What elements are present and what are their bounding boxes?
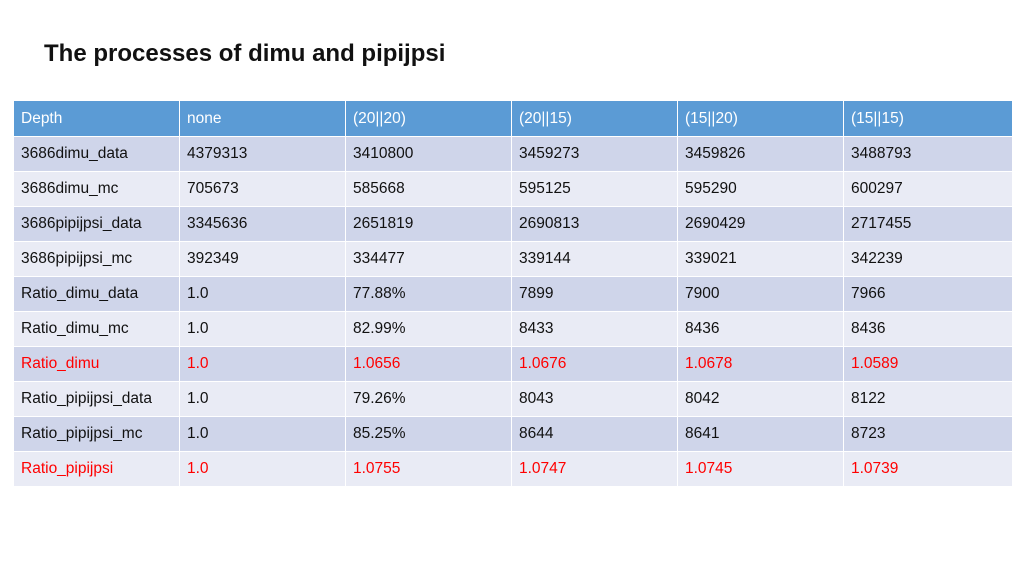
table-cell: 339021 <box>677 241 844 277</box>
table-cell: 8436 <box>677 311 844 347</box>
table-cell: 2651819 <box>345 206 512 242</box>
table-cell: 2690813 <box>511 206 678 242</box>
slide-title: The processes of dimu and pipijpsi <box>44 40 446 67</box>
table-row: 3686pipijpsi_mc 392349 334477 339144 339021 3… <box>13 241 1013 277</box>
table-cell: 79.26% <box>345 381 512 417</box>
table-cell: 1.0747 <box>511 451 678 487</box>
table-cell: 600297 <box>843 171 1013 207</box>
row-label-cell: 3686dimu_data <box>13 136 180 172</box>
table-cell: 1.0589 <box>843 346 1013 382</box>
table-cell: 1.0 <box>179 276 346 312</box>
table-cell: 3459273 <box>511 136 678 172</box>
row-label-cell: Ratio_dimu <box>13 346 180 382</box>
table-cell: 1.0755 <box>345 451 512 487</box>
table-cell: 1.0 <box>179 451 346 487</box>
row-label-cell: 3686pipijpsi_mc <box>13 241 180 277</box>
table-row: Ratio_pipijpsi_data 1.0 79.26% 8043 8042 8122 <box>13 381 1013 417</box>
table-cell: 342239 <box>843 241 1013 277</box>
table-cell: 1.0745 <box>677 451 844 487</box>
table-cell: 2717455 <box>843 206 1013 242</box>
table-cell: 392349 <box>179 241 346 277</box>
table-cell: 82.99% <box>345 311 512 347</box>
table-row: 3686pipijpsi_data 3345636 2651819 2690813 26… <box>13 206 1013 242</box>
table-cell: 595125 <box>511 171 678 207</box>
table-cell: 8641 <box>677 416 844 452</box>
table-cell: 1.0 <box>179 311 346 347</box>
table-cell: 8433 <box>511 311 678 347</box>
table-cell: 8122 <box>843 381 1013 417</box>
table-cell: 8723 <box>843 416 1013 452</box>
table-cell: 334477 <box>345 241 512 277</box>
table-row: Ratio_dimu 1.0 1.0656 1.0676 1.0678 1.0589 <box>13 346 1013 382</box>
table-cell: 1.0 <box>179 346 346 382</box>
table-cell: 4379313 <box>179 136 346 172</box>
row-label-cell: Ratio_dimu_data <box>13 276 180 312</box>
table-cell: 8436 <box>843 311 1013 347</box>
table-cell: 85.25% <box>345 416 512 452</box>
column-header-none: none <box>179 100 346 137</box>
table-cell: 3488793 <box>843 136 1013 172</box>
row-label-cell: 3686dimu_mc <box>13 171 180 207</box>
table-row: Ratio_dimu_mc 1.0 82.99% 8433 8436 8436 <box>13 311 1013 347</box>
table-cell: 8042 <box>677 381 844 417</box>
table-cell: 1.0678 <box>677 346 844 382</box>
table-cell: 7899 <box>511 276 678 312</box>
table-row: Ratio_pipijpsi_mc 1.0 85.25% 8644 8641 8723 <box>13 416 1013 452</box>
table-cell: 1.0739 <box>843 451 1013 487</box>
table-cell: 3459826 <box>677 136 844 172</box>
table-cell: 8043 <box>511 381 678 417</box>
table-cell: 1.0676 <box>511 346 678 382</box>
row-label-cell: 3686pipijpsi_data <box>13 206 180 242</box>
table-cell: 8644 <box>511 416 678 452</box>
row-label-cell: Ratio_pipijpsi <box>13 451 180 487</box>
row-label-cell: Ratio_dimu_mc <box>13 311 180 347</box>
column-header-depth: Depth <box>13 100 180 137</box>
table-cell: 1.0 <box>179 381 346 417</box>
column-header-20-20: (20||20) <box>345 100 512 137</box>
results-table: Depth none (20||20) (20||15) (15||20) (1… <box>13 100 1013 487</box>
table-body: 3686dimu_data 4379313 3410800 3459273 345982… <box>13 136 1013 487</box>
table-cell: 585668 <box>345 171 512 207</box>
table-cell: 3345636 <box>179 206 346 242</box>
row-label-cell: Ratio_pipijpsi_mc <box>13 416 180 452</box>
table-row: 3686dimu_data 4379313 3410800 3459273 345982… <box>13 136 1013 172</box>
table-cell: 339144 <box>511 241 678 277</box>
column-header-15-20: (15||20) <box>677 100 844 137</box>
table-cell: 77.88% <box>345 276 512 312</box>
table-cell: 595290 <box>677 171 844 207</box>
table-cell: 7966 <box>843 276 1013 312</box>
table-header-row: Depth none (20||20) (20||15) (15||20) (1… <box>13 100 1013 137</box>
column-header-15-15: (15||15) <box>843 100 1013 137</box>
table-row: 3686dimu_mc 705673 585668 595125 595290 60029… <box>13 171 1013 207</box>
table-cell: 7900 <box>677 276 844 312</box>
row-label-cell: Ratio_pipijpsi_data <box>13 381 180 417</box>
table-cell: 1.0656 <box>345 346 512 382</box>
table-cell: 1.0 <box>179 416 346 452</box>
table-row: Ratio_dimu_data 1.0 77.88% 7899 7900 7966 <box>13 276 1013 312</box>
column-header-20-15: (20||15) <box>511 100 678 137</box>
table-cell: 705673 <box>179 171 346 207</box>
table-cell: 3410800 <box>345 136 512 172</box>
table-cell: 2690429 <box>677 206 844 242</box>
table-row: Ratio_pipijpsi 1.0 1.0755 1.0747 1.0745 1.073… <box>13 451 1013 487</box>
